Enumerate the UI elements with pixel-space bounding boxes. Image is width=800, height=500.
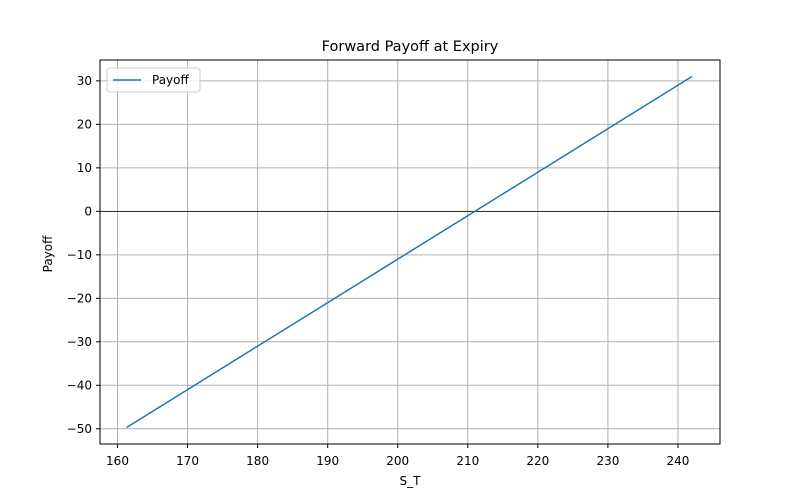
x-tick-label: 180 xyxy=(246,454,269,468)
x-tick-label: 190 xyxy=(316,454,339,468)
legend: Payoff xyxy=(106,67,201,93)
axes-frame xyxy=(99,59,721,445)
x-tick-label: 200 xyxy=(386,454,409,468)
y-tick-label: 20 xyxy=(77,117,92,131)
y-tick-label: −10 xyxy=(67,248,92,262)
y-tick-label: −50 xyxy=(67,422,92,436)
y-tick-label: 0 xyxy=(84,204,92,218)
x-tick-label: 220 xyxy=(526,454,549,468)
y-tick-label: −30 xyxy=(67,335,92,349)
x-tick-label: 170 xyxy=(176,454,199,468)
x-axis-label: S_T xyxy=(400,474,422,488)
x-tick-label: 240 xyxy=(667,454,690,468)
y-tick-label: 30 xyxy=(77,74,92,88)
y-tick-label: 10 xyxy=(77,161,92,175)
series-line-payoff xyxy=(126,75,693,429)
y-axis-ticks: −50 −40 −30 −20 −10 0 10 20 30 xyxy=(67,74,100,436)
plot-area-frame xyxy=(99,59,721,445)
legend-box xyxy=(106,67,201,93)
y-tick-label: −20 xyxy=(67,291,92,305)
x-tick-label: 210 xyxy=(456,454,479,468)
x-tick-label: 230 xyxy=(596,454,619,468)
legend-label-payoff: Payoff xyxy=(152,73,189,87)
grid-lines xyxy=(100,60,720,444)
y-axis-label: Payoff xyxy=(41,235,55,272)
x-tick-label: 160 xyxy=(106,454,129,468)
chart-title: Forward Payoff at Expiry xyxy=(322,39,499,55)
x-axis-ticks: 160 170 180 190 200 210 220 230 240 xyxy=(106,444,689,468)
series-layer xyxy=(126,75,693,429)
y-tick-label: −40 xyxy=(67,378,92,392)
